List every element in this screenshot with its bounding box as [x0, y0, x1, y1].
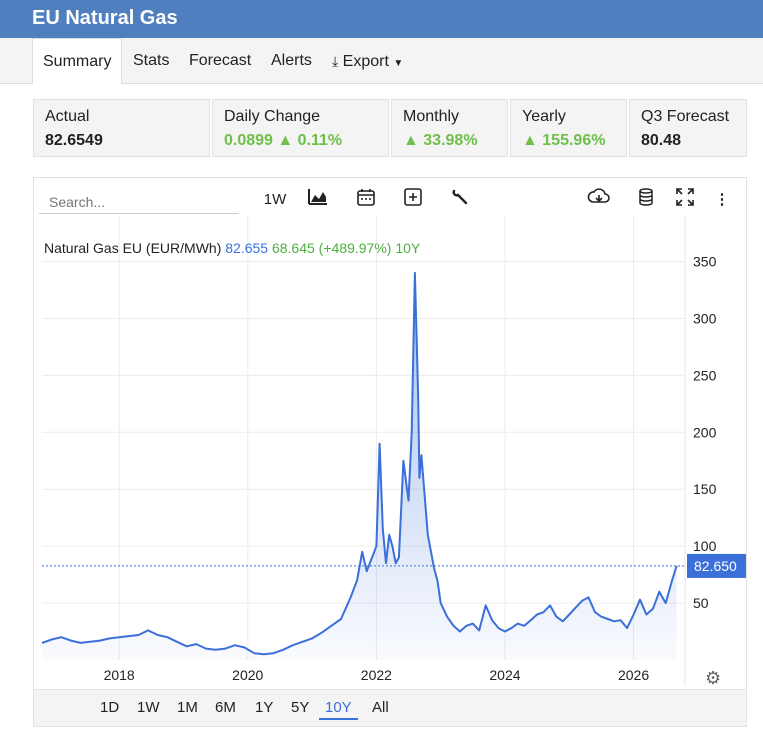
range-6m-button[interactable]: 6M — [215, 699, 236, 716]
x-tick-label: 2020 — [232, 667, 263, 683]
tab-stats[interactable]: Stats — [133, 52, 170, 69]
stat-value: ▲ 155.96% — [522, 132, 606, 149]
fullscreen-icon[interactable] — [673, 188, 697, 212]
range-1w-button[interactable]: 1W — [137, 699, 160, 716]
search-input[interactable] — [39, 190, 239, 214]
legend-series-name: Natural Gas EU (EUR/MWh) — [44, 240, 222, 256]
stats-row: Actual 82.6549 Daily Change 0.0899 ▲ 0.1… — [33, 99, 747, 157]
stat-value: 82.6549 — [45, 132, 103, 149]
chart-settings-gear-icon[interactable]: ⚙ — [705, 668, 722, 688]
database-icon[interactable] — [634, 188, 658, 212]
tab-bar: Summary Stats Forecast Alerts ⤓ Export ▼ — [0, 38, 763, 84]
tab-summary[interactable]: Summary — [32, 38, 123, 84]
x-tick-label: 2022 — [361, 667, 392, 683]
stat-value: 80.48 — [641, 132, 682, 149]
y-tick-label: 300 — [693, 310, 717, 326]
area-chart-icon[interactable] — [306, 188, 330, 212]
tab-forecast[interactable]: Forecast — [189, 52, 252, 69]
tab-alerts[interactable]: Alerts — [271, 52, 312, 69]
download-cloud-icon[interactable] — [585, 188, 613, 212]
stat-label: Daily Change — [224, 108, 321, 125]
add-indicator-icon[interactable] — [401, 188, 425, 212]
tab-export[interactable]: ⤓ Export ▼ — [322, 38, 413, 84]
legend-change: 68.645 (+489.97%) 10Y — [271, 240, 421, 256]
series-line — [41, 271, 678, 656]
range-1d-button[interactable]: 1D — [100, 699, 120, 716]
last-price-badge — [687, 553, 746, 578]
range-1y-button[interactable]: 1Y — [255, 699, 274, 716]
stat-monthly: Monthly ▲ 33.98% — [391, 99, 508, 157]
stat-label: Yearly — [522, 108, 566, 125]
stat-value: ▲ 33.98% — [403, 132, 478, 149]
calendar-icon[interactable] — [354, 188, 378, 212]
caret-down-icon: ▼ — [393, 58, 404, 69]
range-1m-button[interactable]: 1M — [177, 699, 198, 716]
stat-label: Actual — [45, 108, 90, 125]
download-icon: ⤓ — [332, 53, 339, 69]
last-price-label: 82.650 — [694, 558, 737, 574]
legend-last-value: 82.655 — [225, 240, 269, 256]
stat-actual: Actual 82.6549 — [33, 99, 210, 157]
range-selector: 1D 1W 1M 6M 1Y 5Y 10Y All — [34, 689, 746, 726]
y-tick-label: 50 — [693, 595, 709, 611]
x-tick-label: 2024 — [489, 667, 520, 683]
tab-export-label: Export — [342, 53, 389, 70]
wrench-icon[interactable] — [448, 188, 472, 212]
window-title: EU Natural Gas — [0, 0, 763, 38]
y-tick-label: 100 — [693, 538, 717, 554]
stat-q3-forecast: Q3 Forecast 80.48 — [629, 99, 747, 157]
x-tick-label: 2018 — [104, 667, 135, 683]
more-vertical-icon[interactable]: ⋮ — [714, 191, 730, 208]
stat-value: 0.0899 ▲ 0.11% — [224, 132, 343, 149]
y-tick-label: 200 — [693, 424, 717, 440]
stat-label: Monthly — [403, 108, 460, 125]
range-all-button[interactable]: All — [372, 699, 389, 716]
y-tick-label: 350 — [693, 254, 717, 270]
range-10y-button[interactable]: 10Y — [319, 699, 358, 720]
chart-legend: Natural Gas EU (EUR/MWh) 82.655 68.645 (… — [44, 240, 420, 256]
stat-label: Q3 Forecast — [641, 108, 730, 125]
interval-button[interactable]: 1W — [263, 191, 287, 208]
price-chart[interactable]: 50 100 150 200 250 300 350 2018 2020 2022 2024 202… — [34, 216, 746, 686]
x-tick-label: 2026 — [618, 667, 649, 683]
range-5y-button[interactable]: 5Y — [291, 699, 310, 716]
stat-daily-change: Daily Change 0.0899 ▲ 0.11% — [212, 99, 389, 157]
stat-yearly: Yearly ▲ 155.96% — [510, 99, 627, 157]
y-tick-label: 150 — [693, 481, 717, 497]
y-tick-label: 250 — [693, 367, 717, 383]
